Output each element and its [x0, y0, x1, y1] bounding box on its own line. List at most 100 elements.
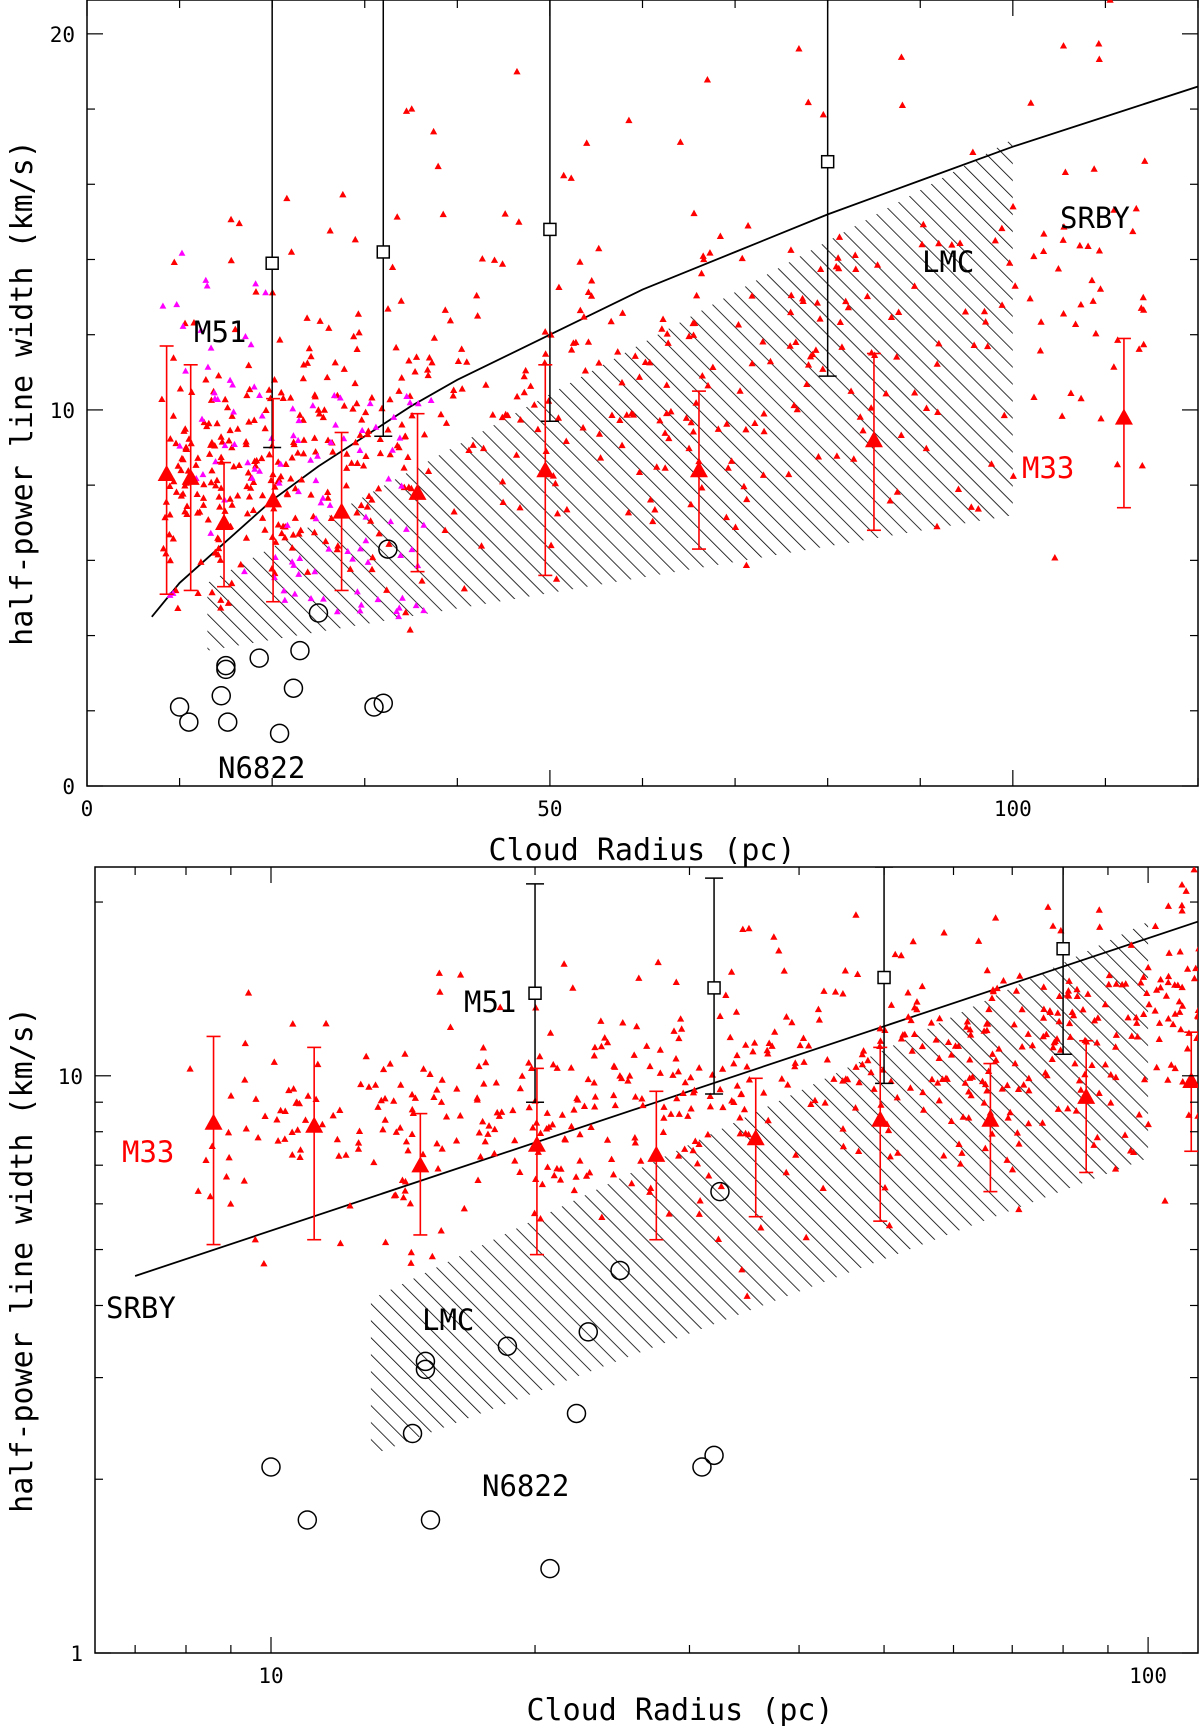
m33-point [955, 1140, 963, 1147]
m33-point [311, 391, 319, 398]
m33-point [567, 1122, 576, 1130]
m33-binned-point [204, 1113, 223, 1130]
y-tick-label: 20 [50, 23, 75, 47]
m33-point [961, 307, 970, 315]
m33-point [819, 110, 827, 118]
m33-point [1175, 997, 1183, 1005]
extra-point [214, 395, 222, 402]
m33-point [1184, 965, 1192, 972]
m33-point [331, 358, 339, 366]
m33-point [408, 105, 416, 112]
m33-point [314, 1060, 322, 1068]
m33-point [516, 416, 525, 423]
m33-point [395, 387, 403, 394]
m33-point [304, 1092, 312, 1099]
extra-point [288, 558, 296, 565]
m33-point [1084, 990, 1092, 997]
m33-point [411, 1094, 419, 1101]
extra-point [289, 405, 297, 412]
m33-point [590, 1078, 598, 1086]
m33-point [227, 256, 235, 264]
m33-point [743, 1292, 751, 1299]
m33-point [438, 1145, 446, 1152]
m33-point [1097, 414, 1105, 422]
m33-point [992, 914, 1000, 921]
extra-point [397, 551, 405, 559]
m33-point [182, 445, 190, 452]
m33-point [193, 490, 201, 498]
m33-point [624, 508, 633, 516]
m33-point [446, 316, 455, 324]
extra-point [317, 499, 325, 506]
m33-point [681, 1078, 689, 1086]
m33-point [425, 353, 434, 361]
m33-point [300, 436, 308, 443]
m33-point [346, 565, 354, 572]
m33-point [250, 416, 258, 423]
m33-point [887, 1077, 895, 1085]
m33-point [732, 1008, 741, 1015]
m33-point [858, 1060, 866, 1068]
m33-point [1101, 1060, 1109, 1068]
m33-point [552, 575, 561, 582]
m33-point [647, 1184, 655, 1191]
m33-point [1077, 394, 1085, 402]
m33-point [693, 1159, 702, 1167]
m33-point [1059, 236, 1067, 243]
m33-point [815, 1016, 823, 1023]
m33-point [553, 509, 562, 517]
m33-point [453, 1085, 461, 1092]
m33-point [841, 966, 849, 974]
m33-point [1026, 294, 1034, 302]
m33-point [556, 1176, 565, 1183]
m33-point [967, 503, 975, 510]
m33-point [326, 226, 334, 234]
m33-point [898, 101, 907, 109]
m33-point [791, 1059, 799, 1066]
m33-point [1140, 1010, 1148, 1017]
m33-point [216, 503, 224, 510]
m33-point [353, 459, 362, 466]
m33-point [228, 501, 236, 508]
m33-point [993, 984, 1001, 992]
m33-point [904, 988, 912, 996]
m33-point [335, 1152, 343, 1159]
m33-point [188, 388, 196, 395]
m33-point [980, 1027, 988, 1034]
y-tick-label: 10 [50, 399, 75, 423]
m33-point [942, 1074, 950, 1082]
m33-point [527, 382, 535, 389]
m33-point [934, 1079, 942, 1086]
m33-point [681, 1145, 689, 1152]
m33-point [618, 1074, 626, 1082]
m33-point [980, 307, 989, 315]
m33-point [906, 1084, 915, 1091]
m33-point [356, 431, 364, 438]
m33-point [355, 328, 363, 336]
extra-point [311, 568, 319, 575]
m33-point [351, 379, 359, 387]
extra-point [325, 545, 333, 552]
m33-point [736, 1129, 744, 1137]
m33-point [730, 1059, 738, 1067]
m33-point [1143, 989, 1151, 996]
m33-point [744, 222, 752, 229]
m33-point [355, 1127, 364, 1134]
m33-point [1066, 1033, 1074, 1040]
extra-point [173, 301, 181, 308]
m33-point [1171, 1010, 1179, 1017]
m33-point [516, 1168, 524, 1175]
m33-point [714, 425, 722, 432]
m33-point [1178, 901, 1186, 909]
m33-point [954, 485, 963, 492]
m33-point [354, 1139, 363, 1146]
m33-point [704, 1130, 712, 1138]
n6822-point [217, 712, 238, 732]
m33-point [300, 361, 308, 368]
m33-point [291, 514, 299, 521]
m33-point [460, 1204, 468, 1212]
m33-point [726, 1033, 734, 1041]
m33-point [288, 1128, 296, 1136]
m33-point [572, 1173, 580, 1180]
m33-point [750, 1039, 759, 1046]
